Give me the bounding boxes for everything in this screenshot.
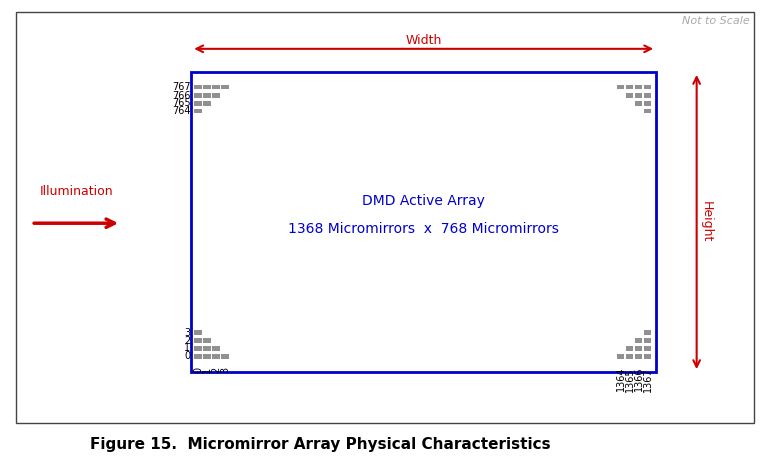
- Text: Illumination: Illumination: [39, 185, 113, 198]
- Bar: [644, 109, 651, 113]
- Bar: [626, 93, 633, 98]
- Bar: [212, 354, 219, 359]
- Bar: [644, 85, 651, 89]
- Bar: [644, 346, 651, 351]
- Text: 1367: 1367: [643, 367, 653, 392]
- Bar: [194, 354, 201, 359]
- Bar: [194, 85, 201, 89]
- Text: 764: 764: [172, 106, 191, 116]
- Text: 2: 2: [211, 367, 221, 373]
- Bar: [203, 346, 211, 351]
- Bar: [212, 85, 219, 89]
- Bar: [644, 93, 651, 98]
- Bar: [644, 339, 651, 343]
- Text: 1: 1: [184, 344, 191, 353]
- Bar: [212, 346, 219, 351]
- Text: 0: 0: [184, 352, 191, 361]
- Bar: [16, 12, 754, 423]
- Bar: [203, 339, 211, 343]
- Bar: [203, 354, 211, 359]
- Bar: [212, 93, 219, 98]
- Bar: [194, 331, 201, 335]
- Bar: [191, 72, 656, 372]
- Text: Figure 15.  Micromirror Array Physical Characteristics: Figure 15. Micromirror Array Physical Ch…: [90, 437, 551, 452]
- Text: 765: 765: [172, 99, 191, 108]
- Bar: [194, 109, 201, 113]
- Bar: [626, 354, 633, 359]
- Bar: [644, 101, 651, 106]
- Text: 1365: 1365: [625, 367, 635, 392]
- Text: 1364: 1364: [615, 367, 626, 392]
- Text: Not to Scale: Not to Scale: [682, 16, 750, 27]
- Bar: [626, 346, 633, 351]
- Bar: [203, 101, 211, 106]
- Text: 0: 0: [193, 367, 203, 373]
- Bar: [635, 93, 642, 98]
- Text: 3: 3: [184, 328, 191, 338]
- Bar: [644, 331, 651, 335]
- Text: Height: Height: [700, 201, 712, 243]
- Text: 766: 766: [172, 91, 191, 100]
- Bar: [194, 339, 201, 343]
- Bar: [635, 339, 642, 343]
- Bar: [617, 85, 624, 89]
- Text: 3: 3: [220, 367, 230, 373]
- Bar: [617, 354, 624, 359]
- Bar: [635, 85, 642, 89]
- Bar: [194, 93, 201, 98]
- Bar: [203, 85, 211, 89]
- Bar: [222, 354, 229, 359]
- Bar: [635, 101, 642, 106]
- Bar: [635, 354, 642, 359]
- Text: 2: 2: [184, 336, 191, 345]
- Text: DMD Active Array: DMD Active Array: [362, 194, 485, 208]
- Bar: [203, 93, 211, 98]
- Bar: [635, 346, 642, 351]
- Bar: [644, 354, 651, 359]
- Bar: [194, 101, 201, 106]
- Bar: [626, 85, 633, 89]
- Bar: [194, 346, 201, 351]
- Text: Width: Width: [405, 33, 442, 46]
- Text: 1366: 1366: [633, 367, 644, 392]
- Text: 1: 1: [202, 367, 212, 373]
- Text: 1368 Micromirrors  x  768 Micromirrors: 1368 Micromirrors x 768 Micromirrors: [288, 222, 559, 236]
- Bar: [222, 85, 229, 89]
- Text: 767: 767: [172, 82, 191, 92]
